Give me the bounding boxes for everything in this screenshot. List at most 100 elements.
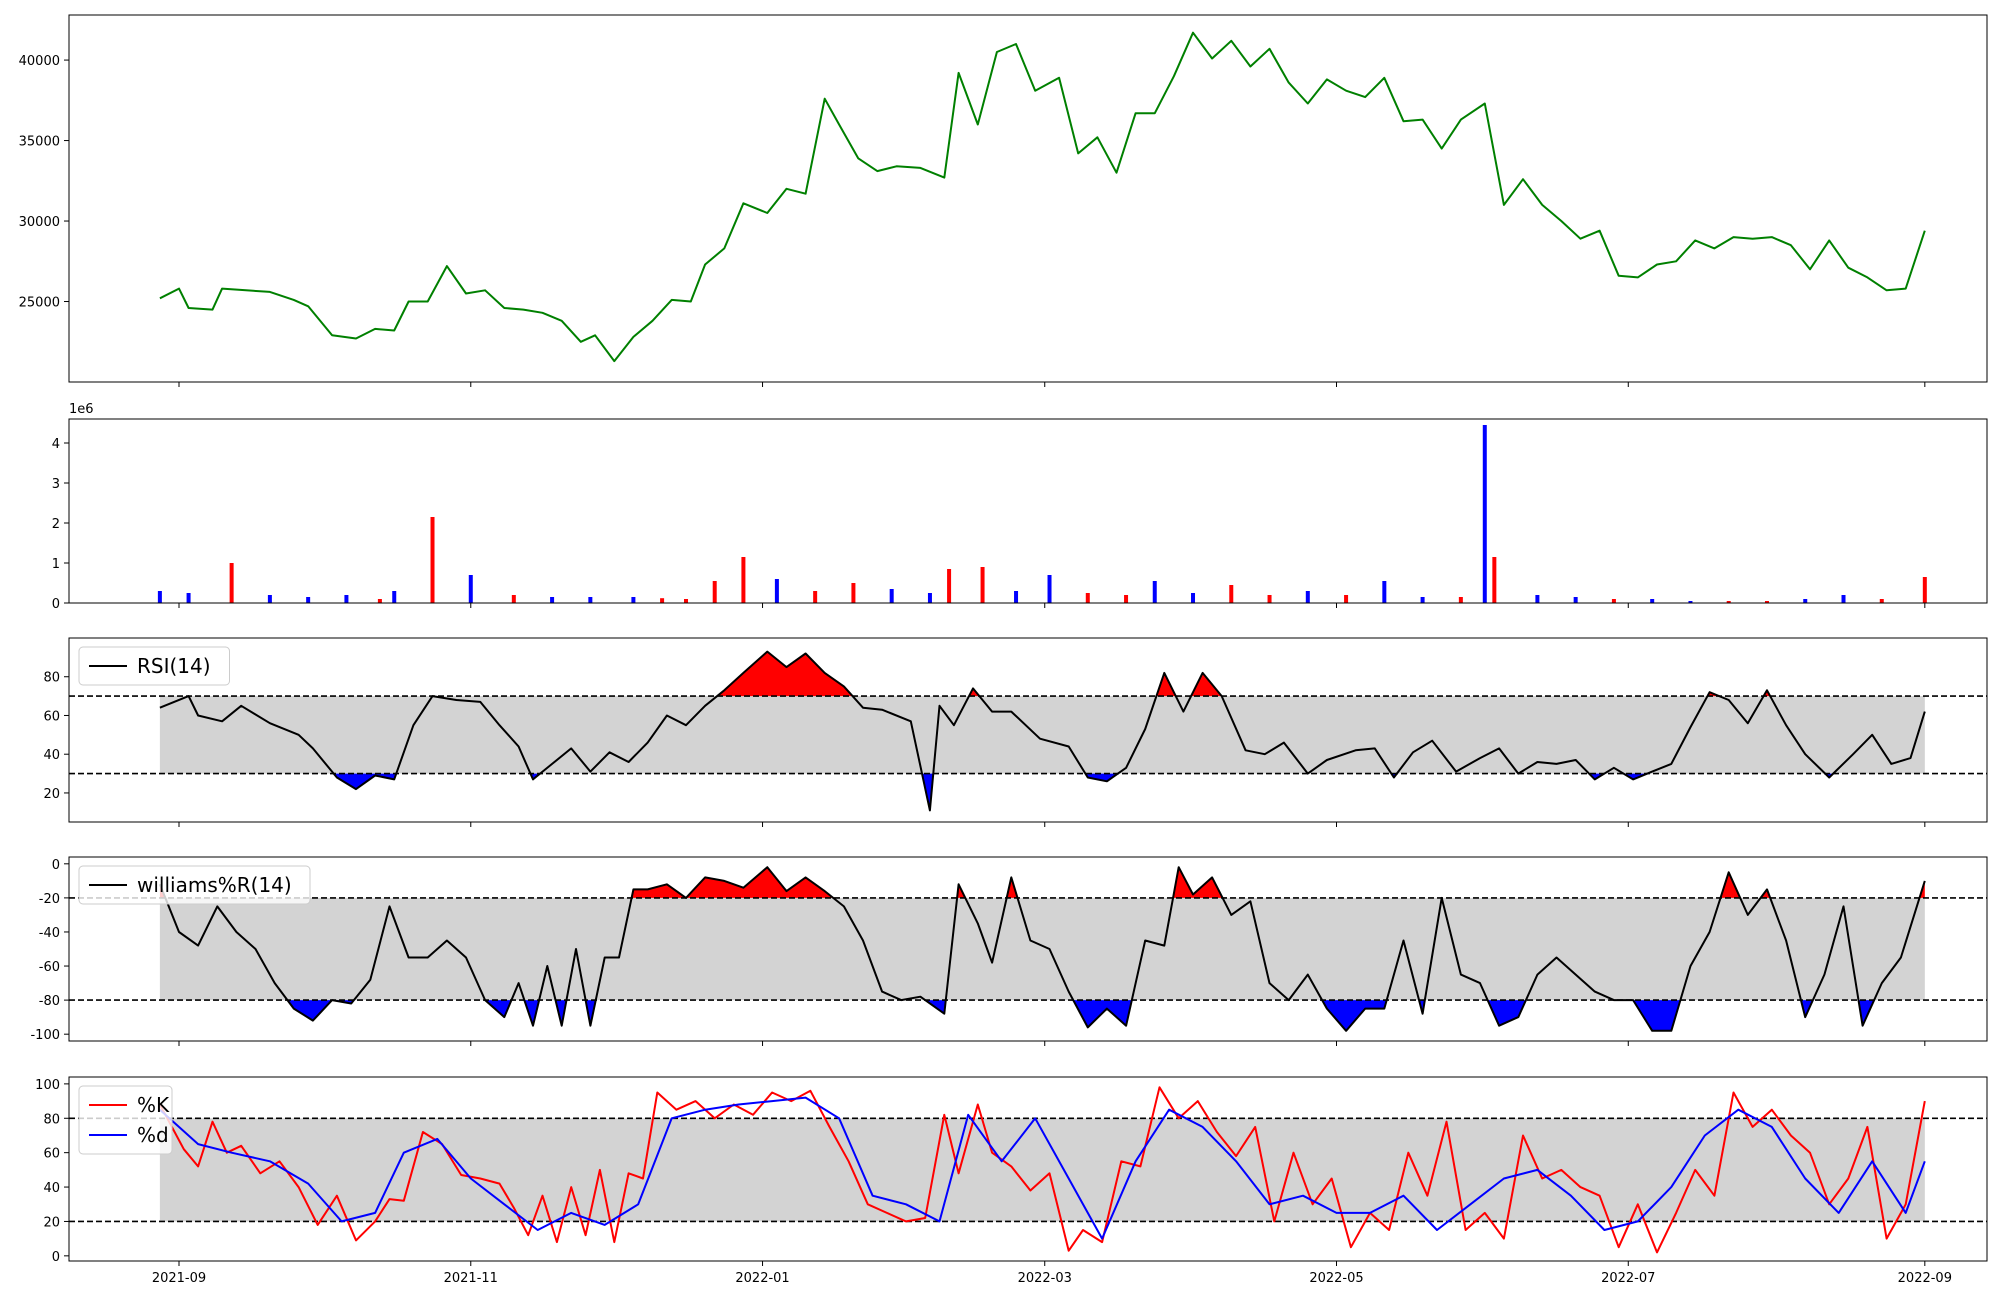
y-tick-label: -80 <box>39 994 60 1009</box>
volume-bar <box>1124 595 1129 603</box>
x-tick-label: 2022-03 <box>1018 1271 1072 1286</box>
volume-bar <box>774 579 779 603</box>
y-tick-label: -40 <box>39 926 60 941</box>
volume-bar <box>1014 591 1019 603</box>
overbought-fill <box>1191 672 1222 697</box>
series-line <box>159 650 1926 812</box>
legend-label: williams%R(14) <box>137 873 292 897</box>
y-tick-label: 40 <box>43 748 60 763</box>
oversold-fill <box>524 1000 540 1026</box>
oversold-fill <box>1633 1000 1681 1031</box>
volume-bar <box>1841 595 1846 603</box>
volume-bar <box>980 567 985 603</box>
volume-bar <box>186 593 191 603</box>
volume-offset-text: 1e6 <box>69 402 94 417</box>
y-tick-label: -60 <box>39 960 60 975</box>
legend-box <box>78 646 230 686</box>
y-tick-label: 40 <box>43 1181 60 1196</box>
y-tick-label: 2 <box>52 517 60 532</box>
volume-bar <box>1344 595 1349 603</box>
series-line <box>158 866 1926 1032</box>
volume-bar <box>813 591 818 603</box>
volume-bar <box>588 597 593 603</box>
neutral-band-fill <box>159 1118 1925 1222</box>
volume-bar <box>1764 601 1769 603</box>
y-tick-label: 20 <box>43 787 60 802</box>
y-tick-label: 0 <box>52 858 60 873</box>
volume-bar <box>927 593 932 603</box>
y-tick-label: 25000 <box>19 296 60 311</box>
y-tick-label: 80 <box>43 1112 60 1127</box>
volume-bar <box>550 597 555 603</box>
volume-bar <box>229 563 234 603</box>
volume-bar <box>660 598 665 603</box>
overbought-fill <box>686 867 834 898</box>
volume-bar <box>157 591 162 603</box>
axes-frame <box>68 1076 1988 1262</box>
oversold-fill <box>585 1000 596 1026</box>
volume-bar <box>1803 599 1808 603</box>
oversold-fill <box>287 1000 333 1021</box>
volume-bar <box>1650 599 1655 603</box>
volume-bar <box>1688 601 1693 603</box>
oversold-fill <box>333 773 397 790</box>
volume-bar <box>1085 593 1090 603</box>
volume-bar <box>1458 597 1463 603</box>
y-tick-label: 1 <box>52 557 60 572</box>
volume-bar <box>1229 585 1234 603</box>
volume-bar <box>306 597 311 603</box>
volume-panel: 0 1 2 3 4 1e6 <box>52 402 1988 612</box>
price-line <box>159 31 1926 363</box>
volume-bar <box>1191 593 1196 603</box>
volume-bar <box>1573 597 1578 603</box>
volume-bar <box>1922 577 1927 603</box>
y-tick-label: 4 <box>52 437 60 452</box>
volume-bar <box>684 599 689 603</box>
y-tick-label: 40000 <box>19 54 60 69</box>
oversold-fill <box>485 1000 512 1018</box>
axes-frame <box>68 856 1988 1042</box>
rsi-panel: 20 40 60 80 RSI(14) <box>43 637 1988 827</box>
x-tick-label: 2022-07 <box>1601 1271 1655 1286</box>
volume-bar <box>1879 599 1884 603</box>
volume-bar <box>430 517 435 603</box>
axes-frame <box>68 637 1988 823</box>
y-tick-label: 60 <box>43 1147 60 1162</box>
overbought-fill <box>1006 877 1018 898</box>
legend-label: RSI(14) <box>137 654 211 678</box>
y-tick-label: -100 <box>30 1028 60 1043</box>
y-tick-label: 35000 <box>19 135 60 150</box>
y-tick-label: -20 <box>39 892 60 907</box>
volume-bar <box>1047 575 1052 603</box>
y-tick-label: 0 <box>52 597 60 612</box>
volume-bar <box>712 581 717 603</box>
y-tick-label: 0 <box>52 1250 60 1265</box>
legend-box <box>78 865 311 905</box>
y-tick-label: 60 <box>43 709 60 724</box>
volume-bar <box>1420 597 1425 603</box>
volume-bar <box>511 595 516 603</box>
overbought-fill <box>1720 872 1741 898</box>
williams-r-panel: -100 -80 -60 -40 -20 0 williams%R(14) <box>30 856 1988 1046</box>
neutral-band-fill <box>159 696 1925 774</box>
y-tick-label: 100 <box>35 1078 60 1093</box>
legend-label: %d <box>137 1123 169 1147</box>
x-tick-label: 2022-05 <box>1309 1271 1363 1286</box>
y-tick-label: 80 <box>43 671 60 686</box>
legend-label: %K <box>137 1093 170 1117</box>
x-tick-label: 2022-01 <box>735 1271 789 1286</box>
oversold-fill <box>555 1000 567 1026</box>
stochastic-panel: 0 20 40 60 80 100 %K %d 2021-09 2021-11 2022-01 202… <box>35 1076 1988 1286</box>
volume-bar <box>1535 595 1540 603</box>
volume-bar <box>1482 425 1487 603</box>
overbought-fill <box>1173 867 1223 898</box>
overbought-fill <box>631 884 686 898</box>
x-tick-label: 2022-09 <box>1898 1271 1952 1286</box>
volume-bar <box>1305 591 1310 603</box>
x-tick-label: 2021-09 <box>152 1271 206 1286</box>
oversold-fill <box>1085 773 1118 782</box>
overbought-fill <box>1156 672 1176 697</box>
volume-bar <box>851 583 856 603</box>
volume-bar <box>267 595 272 603</box>
